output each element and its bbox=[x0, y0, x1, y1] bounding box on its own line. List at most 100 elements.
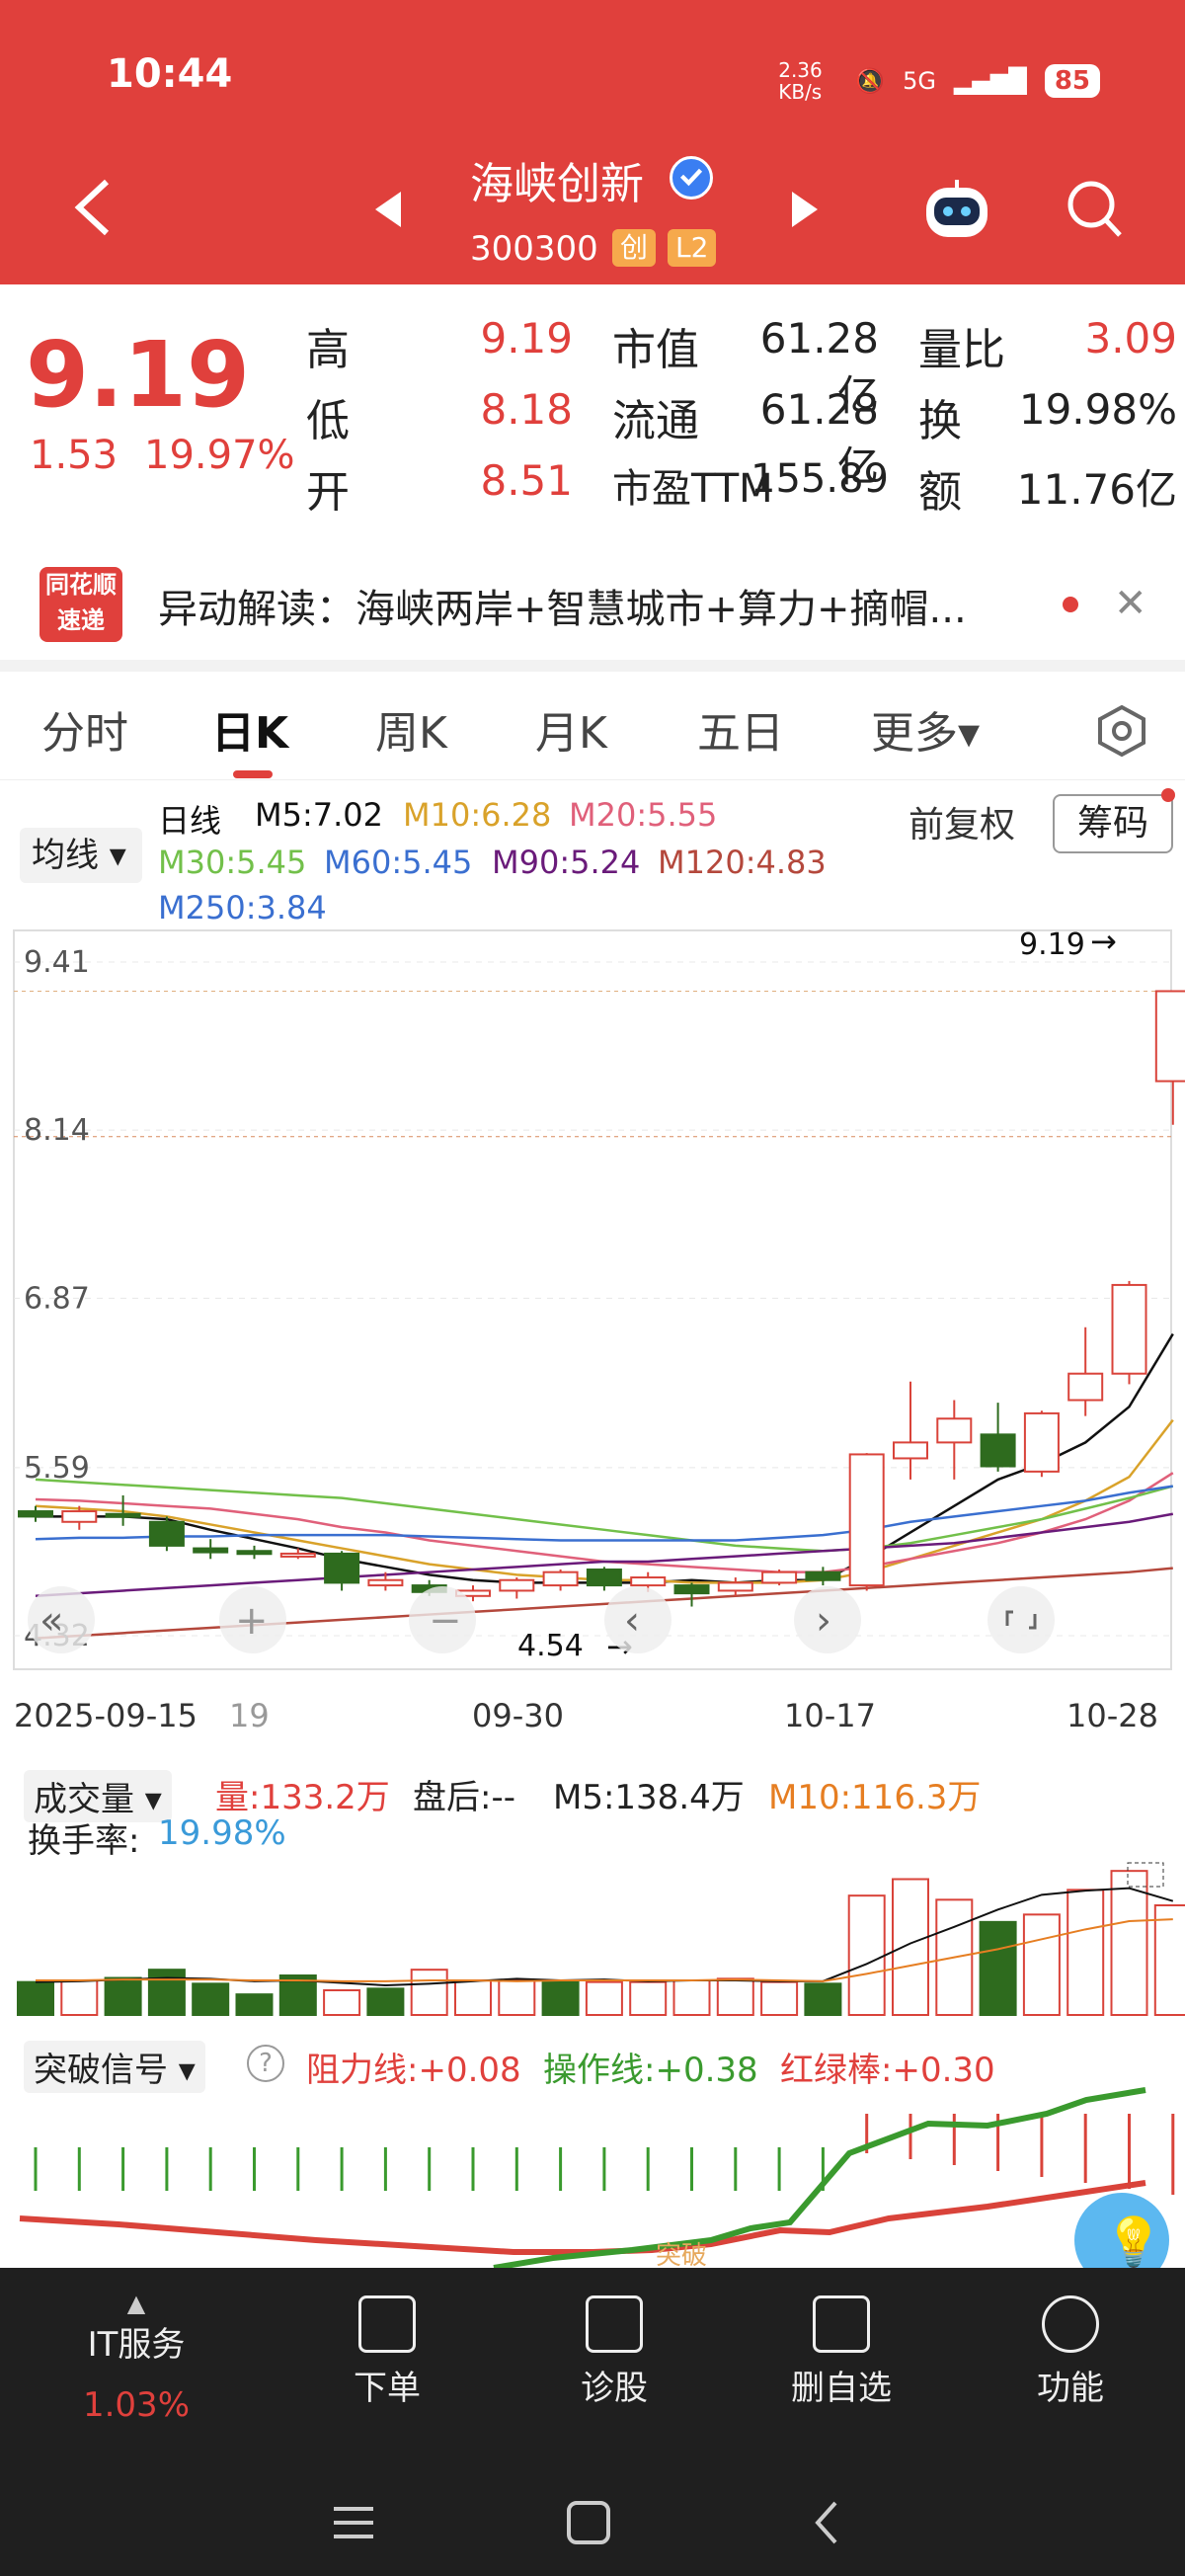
ma60-label: M60:5.45 bbox=[324, 844, 473, 881]
vol-ratio-label: 量比 bbox=[918, 325, 1005, 375]
volume-bar bbox=[60, 1979, 99, 2016]
move-left-icon[interactable] bbox=[604, 1586, 672, 1653]
volume-bar bbox=[1066, 1889, 1105, 2016]
function-label: 功能 bbox=[1037, 2369, 1104, 2408]
minus-box-icon bbox=[813, 2295, 870, 2353]
candles bbox=[18, 990, 1185, 1607]
sector-widget[interactable]: ▲ IT服务 1.03% bbox=[47, 2290, 225, 2425]
vol-m10-line bbox=[36, 1918, 1173, 1982]
price-change-pct: 19.97% bbox=[144, 433, 295, 478]
indicator-select[interactable]: 突破信号 ▾ bbox=[24, 2041, 205, 2093]
volume-bar bbox=[892, 1878, 929, 2016]
tab-monthly-k[interactable]: 月K bbox=[535, 708, 607, 759]
turnover-label: 换 bbox=[918, 396, 962, 446]
turnover-rate-label: 换手率: bbox=[28, 1821, 140, 1861]
zoom-in-icon[interactable] bbox=[219, 1586, 286, 1653]
order-icon bbox=[358, 2295, 416, 2353]
sector-change: 1.03% bbox=[82, 2385, 190, 2425]
candle-body bbox=[586, 1569, 622, 1587]
fullscreen-corner-b bbox=[1029, 1614, 1037, 1630]
volume-chart[interactable] bbox=[0, 1857, 1185, 2025]
diagnose-button[interactable]: 诊股 bbox=[535, 2295, 693, 2409]
low-label: 低 bbox=[306, 396, 350, 446]
volume-bar bbox=[716, 1977, 754, 2017]
tab-weekly-k[interactable]: 周K bbox=[375, 708, 447, 759]
chart-grid bbox=[14, 961, 1171, 1637]
volume-bar bbox=[585, 1980, 623, 2016]
volume-bar bbox=[1153, 1904, 1185, 2016]
zoom-out-icon[interactable] bbox=[409, 1586, 476, 1653]
candle-body bbox=[236, 1550, 273, 1556]
tab-intraday[interactable]: 分时 bbox=[41, 708, 128, 759]
volume-bar bbox=[17, 1980, 54, 2016]
kline-chart[interactable]: 9.418.146.875.594.32 2025-09-151909-3010… bbox=[0, 928, 1185, 1738]
candle-body bbox=[717, 1581, 753, 1592]
recent-apps-icon[interactable] bbox=[334, 2507, 373, 2538]
right-chevron-glyph: › bbox=[816, 1598, 831, 1644]
fullscreen-icon[interactable] bbox=[988, 1586, 1055, 1653]
indicator-chart[interactable]: 突破 💡 bbox=[0, 2084, 1185, 2268]
expand-box-icon[interactable] bbox=[1127, 1862, 1164, 1888]
tab-more[interactable]: 更多▾ bbox=[871, 708, 981, 759]
double-chevron-icon: « bbox=[40, 1598, 63, 1644]
candle-body bbox=[542, 1570, 579, 1587]
volume-bar bbox=[235, 1993, 274, 2017]
y-tick-label: 6.87 bbox=[24, 1281, 90, 1316]
move-right-icon[interactable] bbox=[794, 1586, 861, 1653]
ma120-label: M120:4.83 bbox=[658, 844, 827, 881]
menu-circle-icon bbox=[1042, 2295, 1099, 2353]
ma10-label: M10:6.28 bbox=[403, 796, 552, 834]
volume-bars bbox=[17, 1870, 1185, 2017]
candle-body bbox=[848, 1453, 885, 1587]
tab-daily-k[interactable]: 日K bbox=[211, 708, 289, 759]
remove-watchlist-button[interactable]: 删自选 bbox=[762, 2295, 920, 2409]
vol-m10-value: M10:116.3万 bbox=[768, 1778, 982, 1817]
robot-assistant-icon[interactable] bbox=[920, 178, 993, 243]
sys-back-icon[interactable] bbox=[815, 2501, 837, 2544]
system-nav bbox=[334, 2501, 837, 2544]
open-label: 开 bbox=[306, 467, 350, 518]
ticker-text[interactable]: 异动解读：海峡两岸+智慧城市+算力+摘帽... bbox=[158, 587, 967, 632]
prev-stock-icon[interactable] bbox=[373, 190, 403, 229]
candle-body bbox=[148, 1520, 185, 1547]
x-tick-label: 2025-09-15 bbox=[14, 1697, 198, 1734]
chart-frame bbox=[13, 929, 1172, 1670]
minus-glyph: − bbox=[429, 1598, 462, 1644]
function-button[interactable]: 功能 bbox=[991, 2295, 1149, 2409]
ma20-label: M20:5.55 bbox=[569, 796, 718, 834]
tab-five-day[interactable]: 五日 bbox=[697, 708, 784, 759]
battery-level: 85 bbox=[1044, 64, 1100, 98]
volume-bar bbox=[979, 1920, 1017, 2016]
chip-button[interactable]: 筹码 bbox=[1053, 794, 1173, 853]
ma-line bbox=[35, 1485, 1173, 1542]
bulb-button[interactable] bbox=[1074, 2193, 1169, 2268]
adjust-mode-button[interactable]: 前复权 bbox=[908, 805, 1016, 845]
ma-select[interactable]: 均线 ▾ bbox=[20, 828, 142, 883]
volume-bar bbox=[104, 1976, 142, 2016]
logo-top: 同花顺 bbox=[45, 571, 117, 599]
help-icon[interactable]: ? bbox=[247, 2045, 284, 2082]
mute-icon: 🔕 bbox=[855, 67, 886, 95]
search-icon[interactable] bbox=[1065, 178, 1124, 241]
volume-bar bbox=[1022, 1913, 1061, 2016]
volume-bar bbox=[629, 1980, 668, 2016]
scroll-left-icon[interactable] bbox=[28, 1586, 95, 1653]
settings-hex-icon[interactable] bbox=[1094, 703, 1149, 759]
volume-select[interactable]: 成交量 ▾ bbox=[24, 1770, 172, 1822]
status-icons: 2.36 KB/s 🔕 5G ▂▄▆█ 85 bbox=[778, 51, 1100, 111]
next-stock-icon[interactable] bbox=[790, 190, 820, 229]
back-arrow-icon[interactable] bbox=[69, 178, 118, 237]
volume-bar bbox=[147, 1969, 186, 2016]
order-button[interactable]: 下单 bbox=[308, 2295, 466, 2409]
close-icon[interactable]: ✕ bbox=[1114, 581, 1147, 626]
candle-body bbox=[367, 1578, 404, 1587]
bulb-icon: 💡 bbox=[1104, 2214, 1163, 2268]
chart-controls: « + − ‹ › bbox=[28, 1586, 1055, 1653]
candle-body bbox=[1111, 1283, 1147, 1375]
volume-bar bbox=[410, 1969, 448, 2016]
stock-name: 海峡创新 bbox=[470, 159, 644, 209]
ma30-label: M30:5.45 bbox=[158, 844, 307, 881]
home-icon[interactable] bbox=[567, 2501, 610, 2544]
signal-bars bbox=[34, 2114, 1175, 2195]
volume-bar bbox=[1110, 1870, 1148, 2016]
